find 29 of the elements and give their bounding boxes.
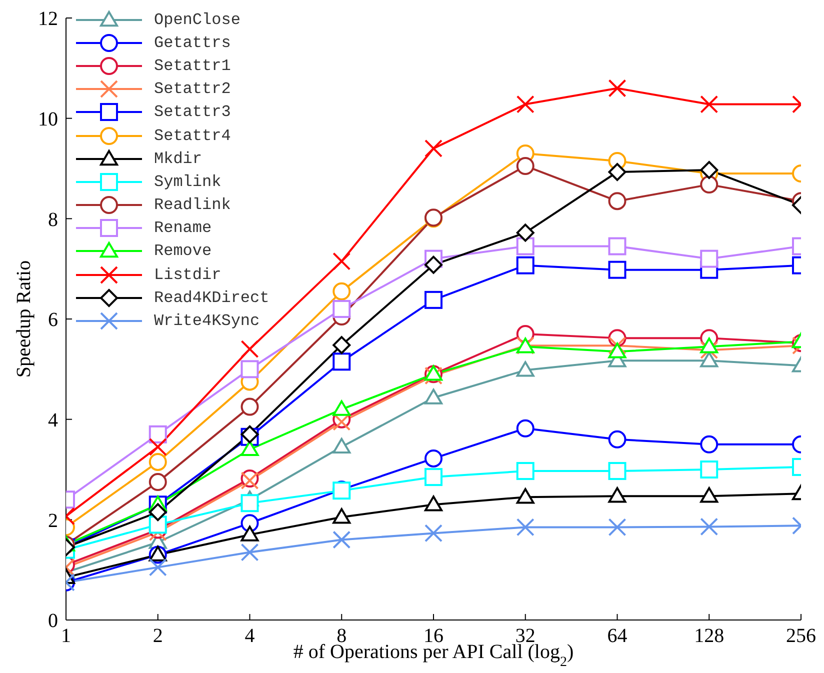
legend-label: Mkdir [154, 150, 202, 168]
legend-label: Write4KSync [154, 312, 260, 330]
legend-label: OpenClose [154, 10, 240, 29]
y-tick-label: 10 [38, 108, 58, 130]
x-tick-label: 4 [244, 625, 255, 648]
legend-label: Setattr1 [154, 56, 231, 75]
y-tick-label: 8 [48, 208, 58, 231]
x-tick-label: 256 [786, 625, 816, 648]
legend-label: Listdir [154, 266, 222, 284]
y-tick-label: 0 [48, 610, 58, 632]
x-tick-label: 128 [694, 625, 724, 648]
legend-label: Getattrs [154, 34, 231, 52]
x-tick-label: 2 [152, 625, 163, 648]
legend-label: Rename [154, 219, 212, 238]
legend-label: Remove [154, 242, 212, 260]
legend-label: Readlink [154, 196, 231, 214]
y-tick-label: 6 [48, 309, 58, 332]
x-tick-label: 16 [424, 625, 444, 648]
y-tick-label: 4 [48, 409, 58, 432]
y-axis-title: Speedup Ratio [13, 260, 35, 378]
x-tick-label: 64 [607, 625, 628, 648]
y-tick-label: 12 [38, 8, 58, 30]
legend-label: Symlink [154, 172, 222, 191]
y-tick-label: 2 [48, 510, 58, 532]
legend-label: Setattr2 [154, 80, 231, 98]
legend-label: Setattr4 [154, 126, 231, 145]
legend-label: Setattr3 [154, 103, 231, 122]
x-tick-label: 1 [61, 625, 71, 648]
legend-label: Read4KDirect [154, 288, 270, 307]
